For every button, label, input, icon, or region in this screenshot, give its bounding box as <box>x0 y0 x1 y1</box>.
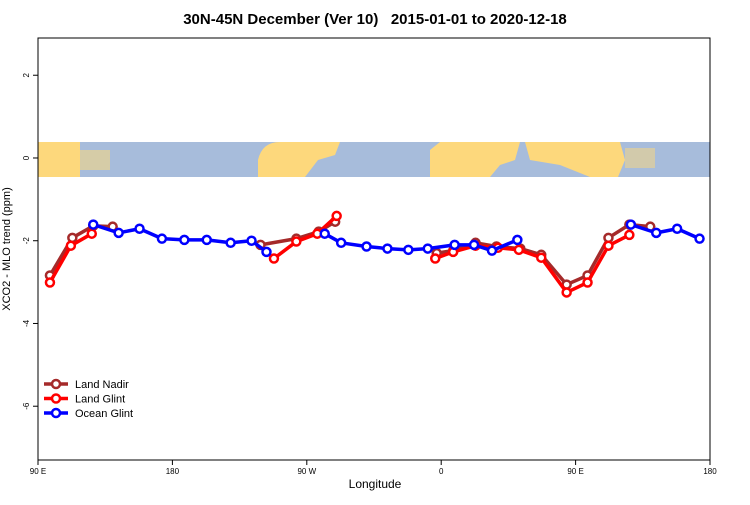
data-point <box>512 234 523 246</box>
data-point <box>382 243 393 254</box>
land <box>525 142 625 177</box>
legend-marker <box>50 407 62 419</box>
y-tick-label: 0 <box>22 155 31 160</box>
legend-marker <box>50 393 62 404</box>
data-point <box>513 244 525 256</box>
legend-label: Ocean Glint <box>75 408 133 420</box>
data-point <box>603 240 614 251</box>
data-point <box>536 252 547 263</box>
data-point <box>201 234 212 246</box>
data-point <box>403 244 414 256</box>
data-point <box>361 241 372 252</box>
land <box>430 142 520 177</box>
plot-frame <box>37 37 711 461</box>
land <box>625 148 655 168</box>
data-point <box>694 233 705 244</box>
land <box>80 150 110 170</box>
legend-entry: Land Glint <box>44 393 125 406</box>
series-line <box>434 233 631 295</box>
data-point <box>429 253 441 264</box>
legend-entry: Ocean Glint <box>44 407 133 420</box>
data-point <box>468 239 480 251</box>
y-tick-label: 2 <box>22 72 31 77</box>
data-point <box>561 287 572 298</box>
data-point <box>225 237 236 249</box>
map-strip <box>38 142 710 177</box>
data-point <box>422 243 434 254</box>
data-point <box>156 233 168 244</box>
y-tick-label: -2 <box>22 237 31 245</box>
land <box>38 142 80 177</box>
x-tick-label: 90 E <box>30 467 46 476</box>
data-point <box>179 234 190 246</box>
data-point <box>134 223 145 234</box>
series-line <box>272 214 338 260</box>
x-tick-label: 90 W <box>297 467 316 476</box>
y-tick-label: -6 <box>22 402 31 410</box>
data-point <box>319 228 330 239</box>
series <box>88 219 705 258</box>
x-axis-label: Longitude <box>349 477 402 491</box>
land <box>258 142 340 177</box>
series <box>44 210 635 298</box>
data-point <box>86 228 98 239</box>
data-point <box>331 210 342 222</box>
data-point <box>582 277 593 288</box>
legend-entry: Land Nadir <box>44 378 129 391</box>
data-point <box>246 235 257 246</box>
legend-label: Land Nadir <box>75 379 129 391</box>
data-point <box>65 240 77 251</box>
data-point <box>88 219 99 230</box>
data-point <box>671 223 683 234</box>
legend-label: Land Glint <box>75 394 125 406</box>
data-point <box>625 219 637 230</box>
data-point <box>268 253 280 264</box>
data-point <box>624 229 635 241</box>
x-tick-label: 180 <box>166 467 180 476</box>
data-point <box>449 239 460 251</box>
chart-title: 30N-45N December (Ver 10) 2015-01-01 to … <box>183 11 567 28</box>
y-tick-label: -4 <box>22 319 31 327</box>
data-point <box>113 227 124 239</box>
data-point <box>335 237 347 249</box>
series-line <box>323 232 519 253</box>
data-point <box>44 277 56 288</box>
x-tick-label: 0 <box>439 467 444 476</box>
data-point <box>486 245 498 256</box>
series-line <box>630 222 701 241</box>
y-axis-label: XCO2 - MLO trend (ppm) <box>1 187 13 310</box>
data-point <box>650 227 662 239</box>
data-point <box>261 246 272 258</box>
data-point <box>291 236 302 247</box>
x-tick-label: 180 <box>703 467 717 476</box>
x-tick-label: 90 E <box>567 467 583 476</box>
legend-marker <box>50 378 62 390</box>
